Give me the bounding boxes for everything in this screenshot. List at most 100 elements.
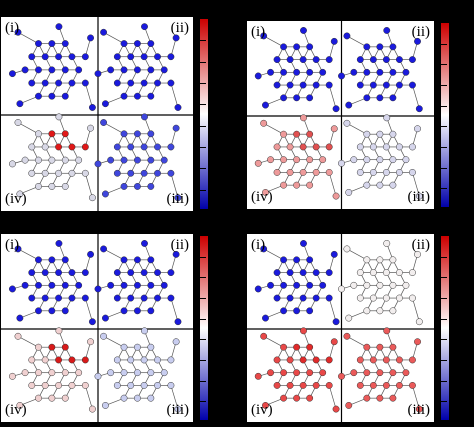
graph-node <box>21 156 29 164</box>
graph-node <box>350 369 358 377</box>
graph-node <box>312 269 320 277</box>
graph-node <box>55 143 63 151</box>
graph-node <box>113 269 121 277</box>
quadrant-label-iv: (iv) <box>251 189 273 205</box>
graph-node <box>409 356 416 364</box>
graph-edge <box>412 84 420 109</box>
graph-node <box>68 169 76 177</box>
graph-node <box>160 369 168 377</box>
graph-node <box>154 79 161 87</box>
graph-node <box>338 285 345 293</box>
graph-node <box>100 245 108 253</box>
graph-node <box>8 372 16 380</box>
graph-node <box>312 56 320 64</box>
graph-node <box>174 104 182 111</box>
colorbar-tick <box>441 105 447 107</box>
graph-node <box>140 143 148 151</box>
graph-node <box>61 369 69 377</box>
graph-node <box>141 113 148 121</box>
graph-node <box>140 53 148 61</box>
graph-node <box>299 168 307 176</box>
graph-node <box>414 338 421 346</box>
graph-node <box>48 130 56 138</box>
graph-node <box>61 66 69 74</box>
colorbar-tick <box>200 298 206 299</box>
graph-node <box>306 394 314 402</box>
graph-node <box>376 307 384 315</box>
graph-node <box>88 318 96 326</box>
quadrant-label-iv: (iv) <box>251 402 273 418</box>
graph-node <box>395 81 403 89</box>
graph-node <box>402 281 410 289</box>
graph-node <box>306 181 314 189</box>
graph-node <box>325 56 333 64</box>
graph-node <box>94 285 102 293</box>
graph-node <box>81 53 89 61</box>
graph-node <box>94 372 102 380</box>
graph-node <box>409 56 416 64</box>
graph-node <box>376 156 384 164</box>
graph-node <box>14 332 22 340</box>
graph-node <box>254 372 262 380</box>
graph-node <box>61 130 69 138</box>
graph-node <box>88 104 96 111</box>
graph-node <box>41 356 49 364</box>
graph-node <box>174 405 182 413</box>
graph-node <box>343 245 351 253</box>
graph-node <box>154 269 161 277</box>
colorbar <box>199 235 209 421</box>
graph-node <box>299 294 307 302</box>
graph-node <box>55 381 63 389</box>
graph-node <box>28 53 36 61</box>
graph-node <box>260 32 268 40</box>
graph-node <box>147 40 155 48</box>
graph-node <box>16 100 24 108</box>
graph-node <box>75 156 83 164</box>
graph-node <box>81 381 89 389</box>
graph-node <box>167 294 175 302</box>
graph-node <box>75 66 83 74</box>
graph-node <box>8 70 16 78</box>
graph-node <box>167 169 175 177</box>
graph-edge <box>328 297 337 322</box>
graph-node <box>350 156 358 164</box>
graph-node <box>113 381 121 389</box>
graph-node <box>273 356 281 364</box>
graph-node <box>28 143 36 151</box>
graph-node <box>172 124 180 132</box>
graph-node <box>286 56 294 64</box>
graph-node <box>286 143 294 151</box>
graph-edge <box>85 173 93 198</box>
graph-node <box>280 281 288 289</box>
graph-node <box>55 294 63 302</box>
graph-node <box>167 79 175 87</box>
graph-node <box>350 281 358 289</box>
graph-node <box>343 332 351 340</box>
graph-node <box>167 356 175 364</box>
graph-node <box>48 182 56 190</box>
graph-node <box>345 401 353 409</box>
graph-node <box>41 143 49 151</box>
graph-node <box>87 250 95 258</box>
graph-node <box>293 156 301 164</box>
graph-node <box>356 381 364 389</box>
graph-node <box>409 294 416 302</box>
graph-node <box>262 401 269 409</box>
graph-node <box>356 269 364 277</box>
graph-node <box>369 356 377 364</box>
graph-node <box>369 269 377 277</box>
graph-node <box>107 156 115 164</box>
colorbar-tick <box>441 147 447 148</box>
quadrant-label-i: (i) <box>251 237 266 253</box>
graph-node <box>350 68 358 76</box>
graph-node <box>133 369 141 377</box>
graph-node <box>120 40 128 48</box>
graph-node <box>363 394 371 402</box>
graph-node <box>260 332 268 340</box>
graph-node <box>35 182 42 190</box>
graph-node <box>332 318 340 326</box>
graph-edge <box>263 335 284 348</box>
graph-node <box>293 181 301 189</box>
graph-node <box>395 294 403 302</box>
graph-node <box>382 143 390 151</box>
